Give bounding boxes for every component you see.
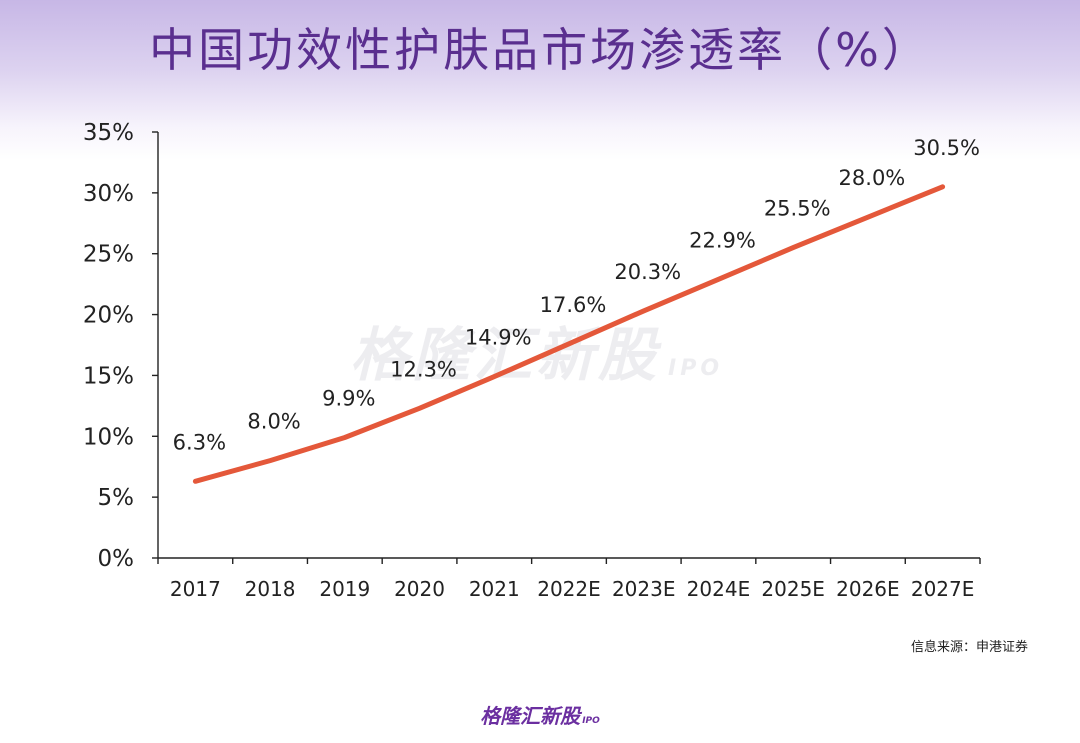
x-tick-label: 2021: [469, 577, 520, 601]
data-label: 17.6%: [540, 293, 607, 317]
y-tick-label: 25%: [83, 242, 134, 268]
x-tick-label: 2026E: [836, 577, 900, 601]
chart-data-labels: 6.3% 8.0% 9.9% 12.3% 14.9% 17.6% 20.3% 22.9% 25.…: [173, 136, 980, 455]
brand-logo-text: 格隆汇新股: [480, 704, 581, 728]
series-line: [192, 184, 946, 484]
x-tick-label: 2019: [319, 577, 370, 601]
y-tick-label: 30%: [83, 181, 134, 207]
chart-title: 中国功效性护肤品市场渗透率（%）: [149, 23, 931, 77]
data-label: 12.3%: [390, 357, 457, 381]
y-tick-label: 35%: [83, 120, 134, 146]
x-tick-label: 2017: [170, 577, 221, 601]
data-label: 9.9%: [322, 387, 375, 411]
data-label: 20.3%: [614, 260, 681, 284]
data-label: 28.0%: [839, 166, 906, 190]
data-label: 22.9%: [689, 228, 756, 252]
data-label: 25.5%: [764, 197, 831, 221]
x-tick-label: 2022E: [537, 577, 601, 601]
x-tick-label: 2023E: [612, 577, 676, 601]
data-label: 8.0%: [247, 410, 300, 434]
x-tick-label: 2027E: [911, 577, 975, 601]
brand-logo-ipo: IPO: [582, 716, 600, 726]
chart-ticks: 0% 5% 10% 15% 20% 25% 30% 35% 2017 2018 2019 2020 20…: [83, 120, 981, 601]
y-tick-label: 20%: [83, 303, 134, 329]
y-tick-label: 5%: [98, 485, 135, 511]
source-note: 信息来源：申港证券: [910, 640, 1028, 655]
data-label: 14.9%: [465, 326, 532, 350]
chart-series: [192, 184, 946, 484]
y-tick-label: 0%: [98, 546, 135, 572]
x-tick-label: 2024E: [687, 577, 751, 601]
x-tick-label: 2025E: [761, 577, 825, 601]
brand-logo: 格隆汇新股 IPO: [0, 700, 1080, 729]
x-tick-label: 2018: [245, 577, 296, 601]
data-label: 6.3%: [173, 430, 226, 454]
header-background: [0, 0, 1080, 160]
y-tick-label: 10%: [83, 424, 134, 450]
x-tick-label: 2020: [394, 577, 445, 601]
data-label: 30.5%: [913, 136, 980, 160]
y-tick-label: 15%: [83, 363, 134, 389]
chart-axes: [157, 132, 980, 559]
